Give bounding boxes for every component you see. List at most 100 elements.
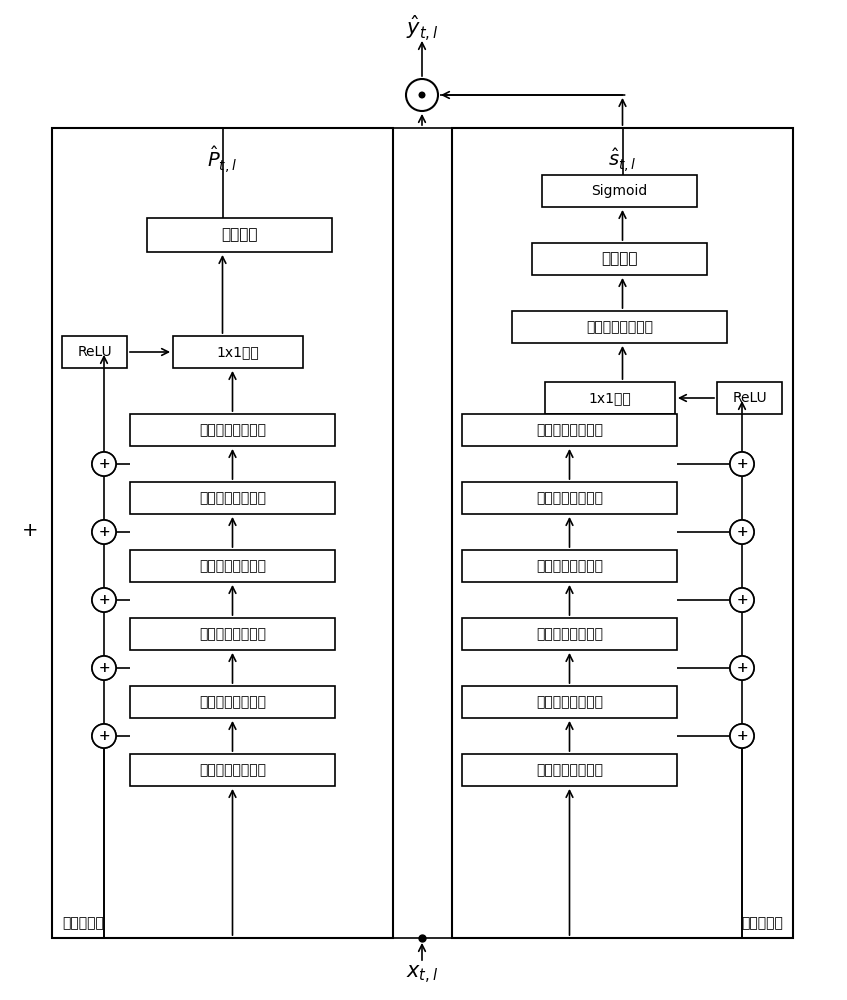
Text: +: + — [736, 661, 748, 675]
Circle shape — [92, 724, 116, 748]
Text: +: + — [98, 593, 110, 607]
Text: ReLU: ReLU — [77, 345, 112, 359]
Text: $\hat{s}_{t,l}$: $\hat{s}_{t,l}$ — [608, 146, 637, 174]
Text: $\hat{P}_{t,l}$: $\hat{P}_{t,l}$ — [208, 145, 237, 175]
Circle shape — [418, 92, 425, 99]
Text: 1x1卷积: 1x1卷积 — [589, 391, 631, 405]
Circle shape — [730, 452, 754, 476]
Circle shape — [92, 724, 116, 748]
Bar — [542, 175, 697, 207]
Text: 空洞卷积残差模块: 空洞卷积残差模块 — [199, 423, 266, 437]
Circle shape — [730, 656, 754, 680]
Circle shape — [92, 656, 116, 680]
Circle shape — [92, 520, 116, 544]
Text: +: + — [736, 525, 748, 539]
Bar — [462, 754, 677, 786]
Bar — [512, 311, 727, 343]
Circle shape — [730, 520, 754, 544]
Circle shape — [730, 588, 754, 612]
Bar — [130, 618, 335, 650]
Circle shape — [730, 588, 754, 612]
Circle shape — [92, 452, 116, 476]
Text: +: + — [98, 593, 110, 607]
Circle shape — [92, 588, 116, 612]
Bar — [130, 686, 335, 718]
Text: +: + — [736, 661, 748, 675]
Bar — [52, 128, 393, 938]
Text: 空洞卷积残差模块: 空洞卷积残差模块 — [199, 695, 266, 709]
Text: +: + — [98, 661, 110, 675]
Circle shape — [92, 588, 116, 612]
Text: +: + — [736, 593, 748, 607]
Text: 空洞卷积残差模块: 空洞卷积残差模块 — [199, 491, 266, 505]
Text: +: + — [22, 520, 38, 540]
Text: 空洞卷积残差模块: 空洞卷积残差模块 — [199, 559, 266, 573]
Circle shape — [92, 452, 116, 476]
Circle shape — [730, 656, 754, 680]
Text: +: + — [98, 457, 110, 471]
Text: +: + — [98, 729, 110, 743]
Bar — [147, 218, 332, 252]
Circle shape — [92, 724, 116, 748]
Circle shape — [730, 588, 754, 612]
Text: 空洞卷积残差模块: 空洞卷积残差模块 — [536, 423, 603, 437]
Bar — [462, 550, 677, 582]
Circle shape — [92, 656, 116, 680]
Circle shape — [730, 724, 754, 748]
Text: $x_{t,l}$: $x_{t,l}$ — [406, 964, 438, 986]
Text: 分类子网络: 分类子网络 — [741, 916, 783, 930]
Text: 空洞卷积残差模块: 空洞卷积残差模块 — [536, 491, 603, 505]
Text: +: + — [98, 661, 110, 675]
Circle shape — [730, 520, 754, 544]
Bar — [130, 482, 335, 514]
Text: 空洞卷积残差模块: 空洞卷积残差模块 — [536, 627, 603, 641]
Bar — [462, 686, 677, 718]
Bar — [452, 128, 793, 938]
Circle shape — [92, 452, 116, 476]
Circle shape — [92, 656, 116, 680]
Text: ReLU: ReLU — [732, 391, 767, 405]
Circle shape — [730, 656, 754, 680]
Text: 空洞卷积残差模块: 空洞卷积残差模块 — [536, 695, 603, 709]
Bar — [462, 482, 677, 514]
Circle shape — [730, 724, 754, 748]
Text: 空洞卷积残差模块: 空洞卷积残差模块 — [199, 763, 266, 777]
Text: Sigmoid: Sigmoid — [591, 184, 648, 198]
Text: 1x1卷积: 1x1卷积 — [217, 345, 259, 359]
Text: +: + — [736, 593, 748, 607]
Circle shape — [92, 588, 116, 612]
Circle shape — [92, 520, 116, 544]
Bar — [717, 382, 782, 414]
Text: +: + — [736, 457, 748, 471]
Circle shape — [730, 452, 754, 476]
Text: +: + — [98, 525, 110, 539]
Bar — [462, 618, 677, 650]
Text: 空洞卷积残差模块: 空洞卷积残差模块 — [536, 559, 603, 573]
Circle shape — [406, 79, 438, 111]
Text: +: + — [736, 729, 748, 743]
Text: +: + — [98, 457, 110, 471]
Text: +: + — [736, 525, 748, 539]
Bar — [130, 414, 335, 446]
Text: +: + — [98, 729, 110, 743]
Circle shape — [730, 452, 754, 476]
Bar — [173, 336, 303, 368]
Bar — [62, 336, 127, 368]
Text: 回归子网络: 回归子网络 — [62, 916, 104, 930]
Text: 全连接层: 全连接层 — [601, 251, 638, 266]
Bar — [130, 550, 335, 582]
Text: +: + — [736, 729, 748, 743]
Circle shape — [92, 520, 116, 544]
Text: 空洞卷积残差模块: 空洞卷积残差模块 — [536, 763, 603, 777]
Bar — [545, 382, 675, 414]
Bar — [130, 754, 335, 786]
Bar — [462, 414, 677, 446]
Text: +: + — [736, 457, 748, 471]
Text: +: + — [98, 525, 110, 539]
Bar — [532, 243, 707, 275]
Text: 两层门控循环单元: 两层门控循环单元 — [586, 320, 653, 334]
Text: $\hat{y}_{t,l}$: $\hat{y}_{t,l}$ — [406, 13, 438, 43]
Circle shape — [730, 724, 754, 748]
Text: 空洞卷积残差模块: 空洞卷积残差模块 — [199, 627, 266, 641]
Text: 全连接层: 全连接层 — [221, 228, 257, 242]
